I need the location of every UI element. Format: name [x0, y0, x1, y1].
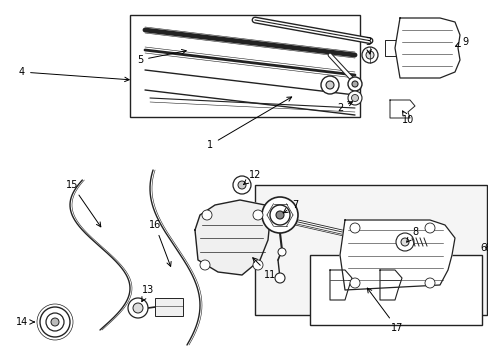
- Text: 3: 3: [364, 37, 370, 54]
- Text: 9: 9: [455, 37, 467, 47]
- Circle shape: [347, 91, 361, 105]
- Text: 4: 4: [19, 67, 129, 82]
- Circle shape: [46, 313, 64, 331]
- Bar: [130, 15, 359, 117]
- Text: 17: 17: [366, 288, 403, 333]
- Circle shape: [128, 298, 148, 318]
- Bar: [254, 185, 486, 315]
- Text: 8: 8: [406, 227, 417, 242]
- Text: 6: 6: [483, 243, 488, 253]
- Circle shape: [349, 223, 359, 233]
- Text: 10: 10: [401, 111, 413, 125]
- Circle shape: [133, 303, 142, 313]
- Circle shape: [424, 223, 434, 233]
- Circle shape: [252, 210, 263, 220]
- Circle shape: [325, 81, 333, 89]
- Circle shape: [361, 47, 377, 63]
- Circle shape: [252, 260, 263, 270]
- Bar: [309, 255, 481, 325]
- Circle shape: [365, 51, 373, 59]
- Circle shape: [40, 307, 70, 337]
- Circle shape: [351, 94, 358, 102]
- Text: 11: 11: [252, 258, 276, 280]
- Bar: [155, 298, 183, 316]
- Circle shape: [232, 176, 250, 194]
- Circle shape: [238, 181, 245, 189]
- Circle shape: [349, 278, 359, 288]
- Text: 6: 6: [479, 243, 485, 253]
- Polygon shape: [195, 200, 269, 275]
- Circle shape: [262, 197, 297, 233]
- Polygon shape: [389, 100, 414, 118]
- Text: 2: 2: [336, 102, 352, 113]
- Circle shape: [390, 105, 398, 113]
- Circle shape: [395, 233, 413, 251]
- Polygon shape: [329, 270, 351, 300]
- Circle shape: [269, 205, 289, 225]
- Circle shape: [278, 248, 285, 256]
- Text: 15: 15: [66, 180, 101, 227]
- Text: 16: 16: [148, 220, 171, 266]
- Polygon shape: [379, 270, 401, 300]
- Text: 12: 12: [243, 170, 261, 184]
- Circle shape: [320, 76, 338, 94]
- Text: 1: 1: [206, 97, 291, 150]
- Circle shape: [274, 273, 285, 283]
- Polygon shape: [339, 220, 454, 290]
- Polygon shape: [394, 18, 459, 78]
- Circle shape: [202, 210, 212, 220]
- Circle shape: [275, 211, 284, 219]
- Text: 7: 7: [283, 200, 298, 213]
- Text: 13: 13: [142, 285, 154, 302]
- Circle shape: [400, 238, 408, 246]
- Circle shape: [424, 278, 434, 288]
- Circle shape: [351, 81, 357, 87]
- Circle shape: [200, 260, 209, 270]
- Circle shape: [424, 43, 434, 53]
- Circle shape: [347, 77, 361, 91]
- Circle shape: [51, 318, 59, 326]
- Text: 14: 14: [16, 317, 34, 327]
- Circle shape: [417, 36, 441, 60]
- Text: 5: 5: [137, 49, 186, 65]
